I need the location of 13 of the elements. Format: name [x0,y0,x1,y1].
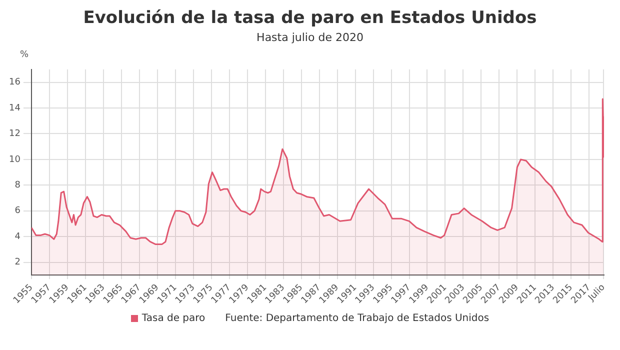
source-note: Fuente: Departamento de Trabajo de Estados Unidos [225,313,490,324]
chart-subtitle: Hasta julio de 2020 [256,31,364,44]
y-tick-label: 16 [9,78,21,88]
y-tick-label: 14 [9,103,21,114]
y-tick-label: 10 [9,154,21,165]
y-axis-title: % [20,50,30,61]
y-tick-label: 6 [14,206,21,216]
legend-label: Tasa de paro [142,313,206,324]
y-tick-label: 4 [14,232,21,242]
y-tick-label: 8 [14,180,21,190]
y-tick-label: 12 [9,129,20,140]
chart-title: Evolución de la tasa de paro en Estados Unidos [82,7,538,28]
y-tick-label: 2 [14,258,20,268]
